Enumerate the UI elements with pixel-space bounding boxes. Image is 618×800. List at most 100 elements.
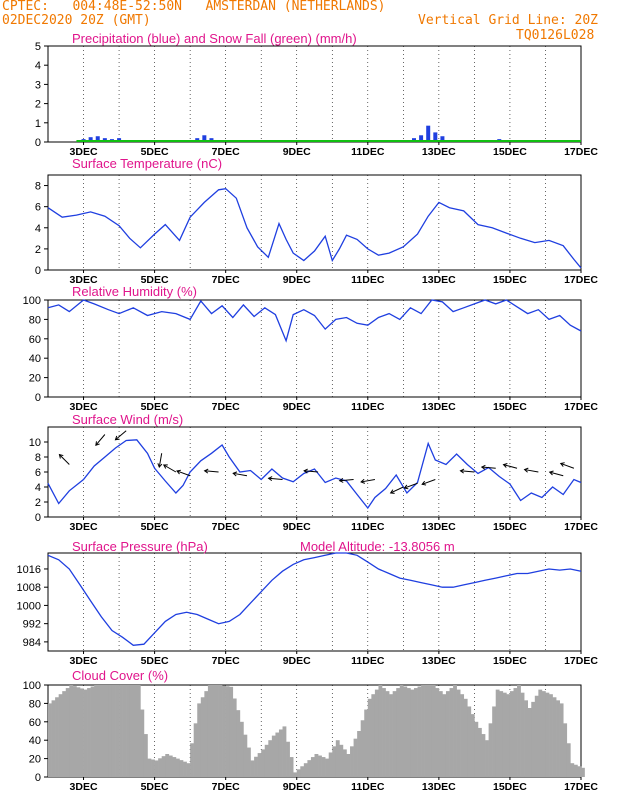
y-tick-label: 6 xyxy=(35,202,41,214)
cloud-bar xyxy=(200,697,205,777)
cloud-bar xyxy=(573,764,578,777)
cloud-bar xyxy=(339,744,344,777)
y-tick-label: 4 xyxy=(35,60,41,72)
wind-arrow xyxy=(204,470,219,473)
x-tick-label: 11DEC xyxy=(351,781,385,793)
cloud-bar xyxy=(449,688,454,777)
x-tick-label: 3DEC xyxy=(70,274,98,286)
x-tick-label: 11DEC xyxy=(351,521,385,533)
y-tick-label: 80 xyxy=(29,314,41,326)
x-tick-label: 11DEC xyxy=(351,401,385,413)
cloud-bar xyxy=(122,685,127,777)
x-tick-label: 9DEC xyxy=(283,655,311,667)
x-tick-label: 13DEC xyxy=(422,274,456,286)
panel-title: Cloud Cover (%) xyxy=(72,668,168,683)
cloud-bar xyxy=(48,703,52,777)
cloud-bar xyxy=(413,688,418,777)
cloud-bar xyxy=(168,755,173,777)
cloud-bar xyxy=(545,692,550,777)
cloud-bar xyxy=(499,691,504,777)
header-code: TQ0126L028 xyxy=(516,28,595,43)
series-line xyxy=(47,299,582,343)
cloud-bar xyxy=(435,688,440,777)
cloud-bar xyxy=(136,685,141,777)
cloud-bar xyxy=(488,723,493,777)
cloud-bar xyxy=(236,710,241,777)
cloud-bar xyxy=(133,685,138,777)
cloud-bar xyxy=(129,685,134,777)
cloud-bar xyxy=(90,686,95,777)
cloud-bar xyxy=(51,700,56,777)
cloud-bar xyxy=(204,691,209,777)
wind-arrowhead xyxy=(157,463,163,468)
cloud-bar xyxy=(513,688,518,777)
cloud-bar xyxy=(442,694,447,777)
x-tick-label: 15DEC xyxy=(493,521,527,533)
y-tick-label: 1000 xyxy=(17,600,41,612)
cloud-bar xyxy=(79,688,84,777)
x-tick-label: 5DEC xyxy=(141,146,169,158)
wind-arrowhead xyxy=(523,467,529,473)
cloud-bar xyxy=(517,685,521,777)
cloud-bar xyxy=(396,688,401,777)
cloud-bar xyxy=(406,688,411,777)
cloud-bar xyxy=(353,738,358,777)
cloud-bar xyxy=(495,689,500,777)
x-tick-label: 3DEC xyxy=(70,521,98,533)
cloud-bar xyxy=(286,741,290,777)
x-tick-label: 5DEC xyxy=(141,781,169,793)
wind-arrow xyxy=(361,479,375,483)
x-tick-label: 7DEC xyxy=(212,146,240,158)
y-tick-label: 0 xyxy=(35,512,41,524)
x-tick-label: 13DEC xyxy=(422,521,456,533)
x-tick-label: 3DEC xyxy=(70,146,98,158)
wind-arrowhead xyxy=(360,478,366,484)
cloud-bar xyxy=(87,688,91,777)
panel-title: Precipitation (blue) and Snow Fall (gree… xyxy=(72,31,357,46)
panel-title: Surface Wind (m/s) xyxy=(72,412,183,427)
x-tick-label: 5DEC xyxy=(141,274,169,286)
cloud-bar xyxy=(467,706,472,777)
cloud-bar xyxy=(421,685,425,777)
panel-title: Surface Pressure (hPa) xyxy=(72,539,208,554)
precip-bar xyxy=(88,137,93,142)
cloud-bar xyxy=(58,694,63,777)
x-tick-label: 7DEC xyxy=(212,781,240,793)
cloud-bar xyxy=(225,686,230,777)
wind-arrowhead xyxy=(548,470,554,476)
y-tick-label: 0 xyxy=(35,137,41,149)
cloud-bar xyxy=(65,688,70,777)
wind-arrow xyxy=(404,482,418,489)
y-tick-label: 8 xyxy=(35,452,41,464)
x-tick-label: 11DEC xyxy=(351,146,385,158)
cloud-bar xyxy=(158,758,163,777)
y-tick-label: 984 xyxy=(23,637,41,649)
x-tick-label: 15DEC xyxy=(493,274,527,286)
cloud-bar xyxy=(350,746,354,777)
series-line xyxy=(47,188,582,269)
cloud-bar xyxy=(328,752,333,777)
wind-arrowhead xyxy=(403,484,409,490)
y-tick-label: 60 xyxy=(29,717,41,729)
y-tick-label: 20 xyxy=(29,754,41,766)
cloud-bar xyxy=(239,721,244,777)
y-tick-label: 8 xyxy=(35,181,41,193)
x-tick-label: 15DEC xyxy=(493,146,527,158)
wind-arrowhead xyxy=(303,468,308,474)
cloud-bar xyxy=(140,709,145,777)
precip-bar xyxy=(440,136,445,142)
cloud-bar xyxy=(62,691,67,777)
cloud-bar xyxy=(357,731,361,777)
y-tick-label: 10 xyxy=(29,437,41,449)
y-tick-label: 2 xyxy=(35,497,41,509)
cloud-bar xyxy=(335,740,340,777)
cloud-bar xyxy=(229,686,234,777)
precip-bar xyxy=(419,135,424,142)
cloud-bar xyxy=(186,763,191,777)
cloud-bar xyxy=(399,685,404,777)
wind-arrow xyxy=(95,434,106,446)
cloud-bar xyxy=(254,756,258,777)
cloud-bar xyxy=(509,691,514,777)
cloud-bar xyxy=(389,694,393,777)
